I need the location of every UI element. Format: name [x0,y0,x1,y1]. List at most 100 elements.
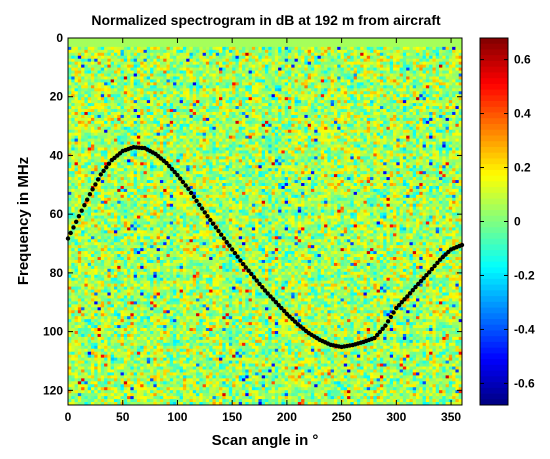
heatmap-cell [287,88,292,92]
heatmap-cell [432,82,437,86]
heatmap-cell [136,46,141,51]
heatmap-cell [117,55,121,60]
heatmap-cell [389,43,394,48]
heatmap-cell [324,85,328,89]
heatmap-cell [383,67,387,71]
heatmap-cell [209,106,213,110]
heatmap-cell [337,67,341,71]
heatmap-cell [71,123,75,128]
heatmap-cell [439,40,443,45]
heatmap-cell [94,85,98,89]
heatmap-cell [412,64,417,68]
heatmap-cell [337,94,341,98]
heatmap-cell [425,97,430,101]
heatmap-cell [192,40,197,45]
heatmap-cell [287,129,292,134]
heatmap-cell [94,111,98,116]
heatmap-cell [353,100,358,104]
heatmap-cell [425,52,430,57]
heatmap-cell [117,43,121,48]
heatmap-cell [242,103,246,107]
heatmap-cell [94,114,98,119]
heatmap-cell [337,49,341,54]
heatmap-cell [169,61,174,66]
heatmap-cell [291,49,295,54]
heatmap-cell [222,159,226,163]
heatmap-cell [150,106,154,110]
heatmap-cell [320,106,325,110]
heatmap-cell [205,129,210,134]
heatmap-cell [133,109,138,113]
heatmap-cell [291,132,295,137]
heatmap-cell [350,61,355,66]
heatmap-cell [416,144,420,148]
heatmap-cell [77,38,82,42]
heatmap-cell [324,123,328,128]
heatmap-cell [166,141,171,145]
heatmap-cell [278,144,282,148]
heatmap-cell [386,73,391,77]
heatmap-cell [255,109,259,113]
heatmap-cell [317,85,322,89]
heatmap-cell [406,135,410,140]
heatmap-cell [77,111,82,116]
heatmap-cell [448,120,453,125]
heatmap-cell [205,147,210,151]
heatmap-cell [297,123,302,128]
heatmap-cell [343,144,348,148]
heatmap-cell [140,126,144,131]
heatmap-cell [169,73,174,77]
heatmap-cell [123,156,128,160]
heatmap-cell [445,126,450,131]
heatmap-cell [281,132,286,137]
heatmap-cell [333,138,338,142]
heatmap-cell [176,147,181,151]
heatmap-cell [389,97,394,101]
heatmap-cell [284,49,289,54]
heatmap-cell [159,141,164,145]
heatmap-cell [222,61,226,66]
heatmap-cell [333,144,338,148]
heatmap-cell [84,97,89,101]
heatmap-cell [402,73,407,77]
heatmap-cell [366,64,371,68]
heatmap-cell [412,91,417,95]
heatmap-cell [353,156,358,160]
heatmap-cell [90,109,95,113]
heatmap-cell [77,40,82,45]
heatmap-cell [166,82,171,86]
heatmap-cell [448,132,453,137]
heatmap-cell [251,132,256,137]
heatmap-cell [347,82,351,86]
heatmap-cell [425,135,430,140]
heatmap-cell [209,144,213,148]
heatmap-cell [159,97,164,101]
heatmap-cell [432,85,437,89]
heatmap-cell [455,111,460,116]
heatmap-cell [379,82,384,86]
heatmap-cell [343,117,348,122]
heatmap-cell [150,43,154,48]
heatmap-cell [169,85,174,89]
heatmap-cell [379,64,384,68]
heatmap-cell [435,40,440,45]
heatmap-cell [222,123,226,128]
heatmap-cell [347,55,351,60]
heatmap-cell [386,49,391,54]
heatmap-cell [87,138,92,142]
heatmap-cell [350,55,355,60]
heatmap-cell [396,111,401,116]
heatmap-cell [360,135,364,140]
heatmap-cell [284,88,289,92]
heatmap-cell [416,147,420,151]
heatmap-cell [219,150,223,154]
heatmap-cell [330,150,335,154]
heatmap-cell [366,76,371,80]
heatmap-cell [87,150,92,154]
heatmap-cell [248,49,253,54]
heatmap-cell [425,138,430,142]
heatmap-cell [117,46,121,51]
heatmap-cell [317,49,322,54]
heatmap-cell [113,141,118,145]
heatmap-cell [182,43,187,48]
